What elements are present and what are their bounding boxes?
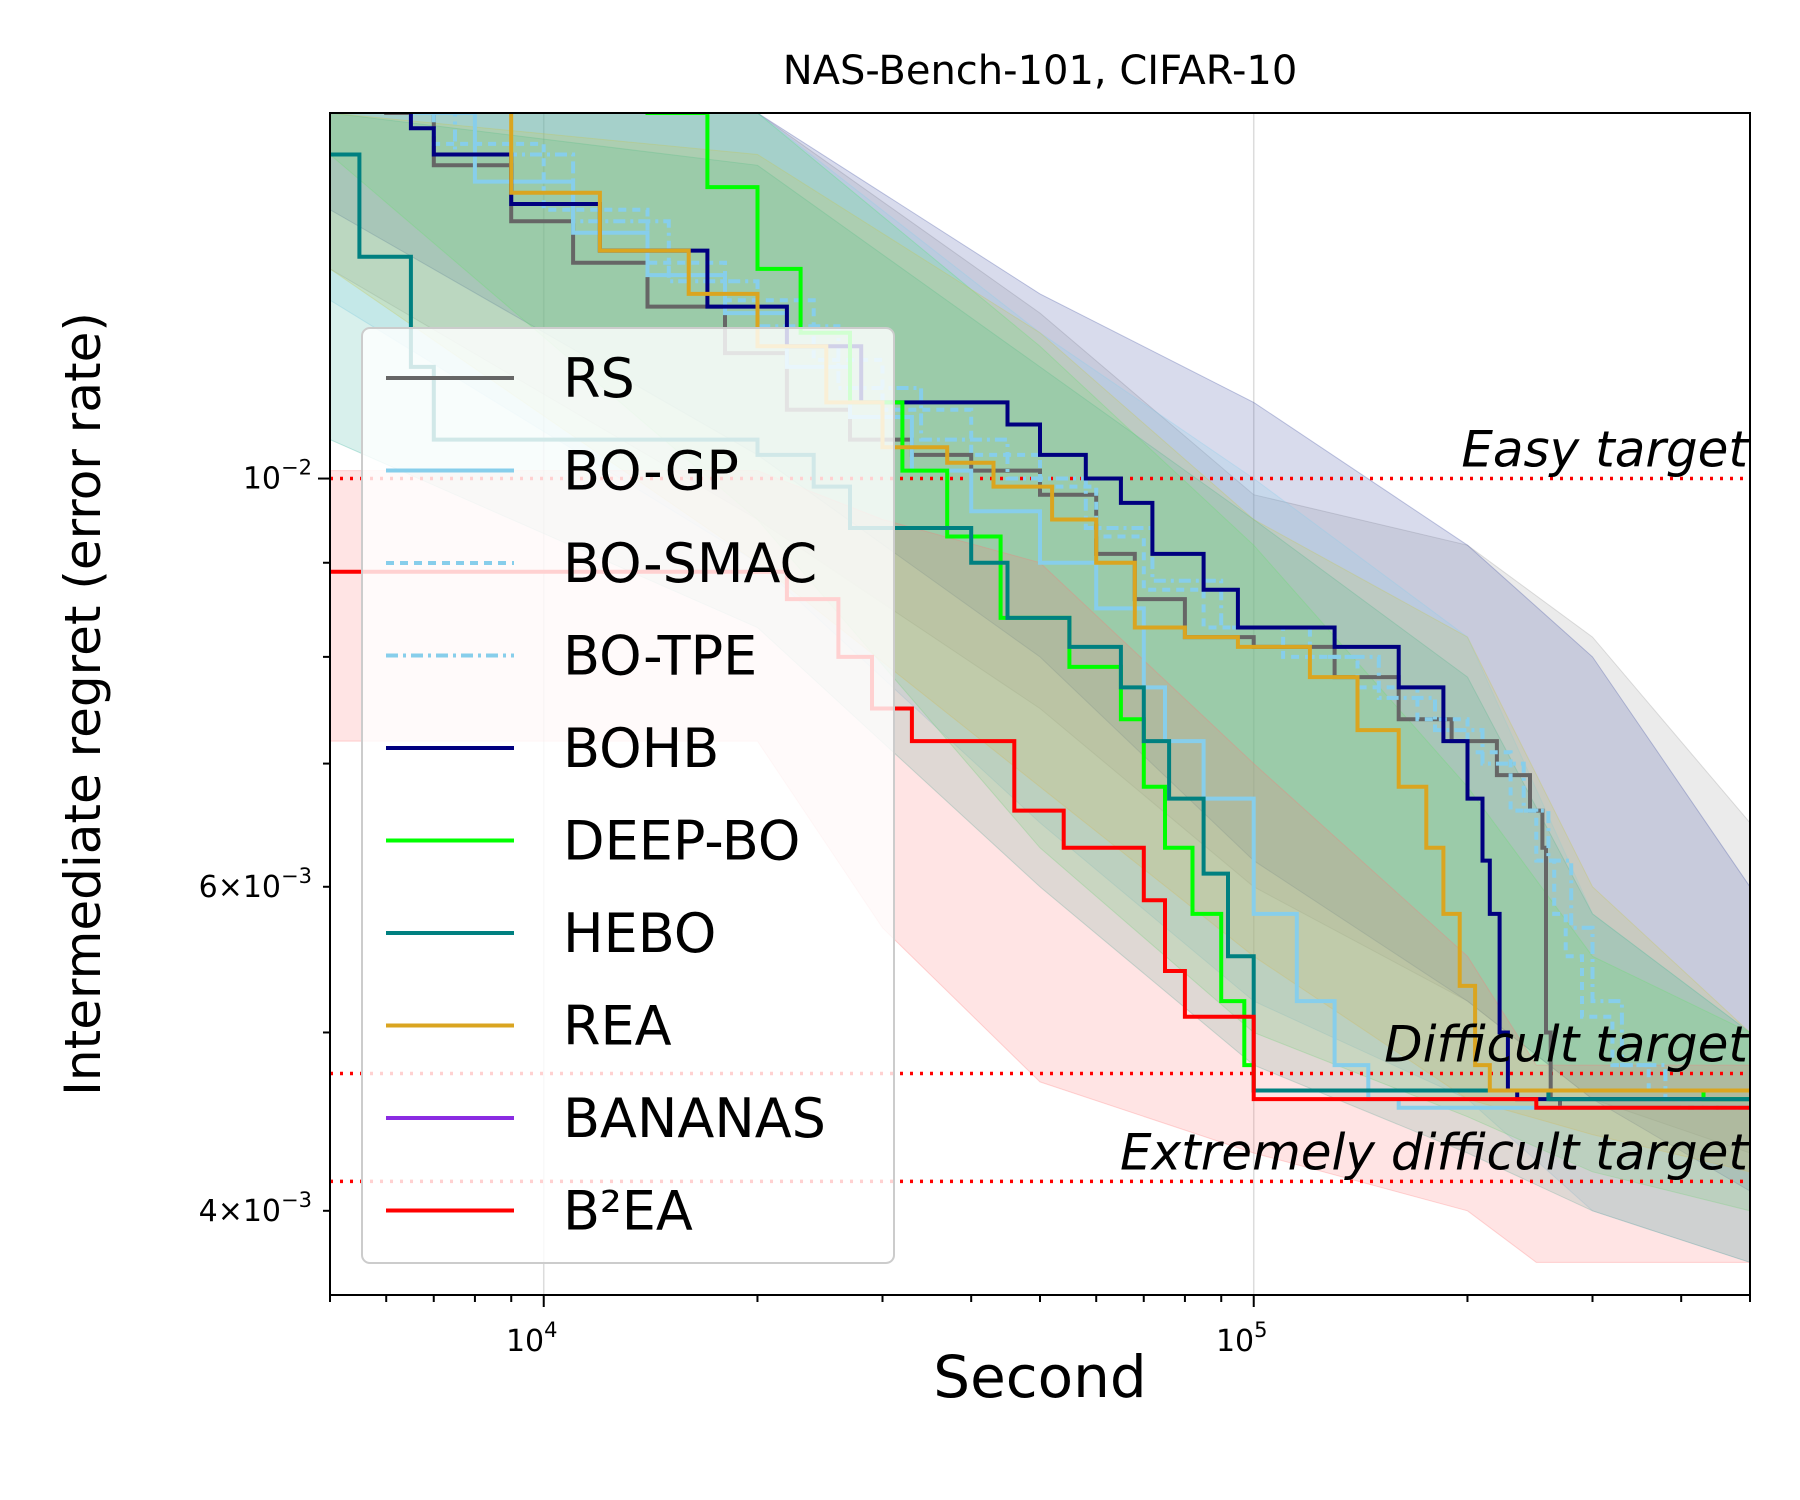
chart-title: NAS-Bench-101, CIFAR-10 — [783, 48, 1298, 94]
target-label-difficult-target: Difficult target — [1384, 1015, 1750, 1073]
legend-label-rea: REA — [563, 995, 672, 1058]
legend-label-bananas: BANANAS — [563, 1087, 826, 1150]
series-line-bo-gp — [408, 113, 1750, 1110]
series-line-deep-bo — [645, 113, 1750, 1102]
legend-label-bo-gp: BO-GP — [563, 440, 739, 503]
y-tick-label: 6×10−3 — [199, 864, 312, 905]
target-label-easy-target: Easy target — [1461, 421, 1750, 479]
legend-label-bo-smac: BO-SMAC — [563, 532, 817, 595]
y-axis: 10−2 6×10−3 4×10−3 — [199, 456, 330, 1229]
x-tick-label: 105 — [1216, 1318, 1268, 1359]
legend-label-bo-tpe: BO-TPE — [563, 625, 757, 688]
x-axis-label: Second — [933, 1343, 1146, 1411]
legend: RS BO-GP BO-SMAC BO-TPE BOHB DEEP-BO HEBO REA BA… — [361, 327, 895, 1264]
series-line-rea — [509, 113, 1750, 1093]
y-axis-label: Intermediate regret (error rate) — [54, 312, 112, 1096]
target-labels: Easy target Difficult target Extremely dif… — [1120, 421, 1750, 1182]
target-label-extremely-difficult-target: Extremely difficult target — [1120, 1123, 1750, 1181]
legend-label-b2ea: B²EA — [563, 1180, 693, 1243]
legend-label-deep-bo: DEEP-BO — [563, 810, 800, 873]
series-line-bo-smac — [431, 113, 1750, 1110]
x-tick-label: 104 — [506, 1318, 558, 1359]
legend-label-rs: RS — [563, 347, 635, 410]
plot-frame — [329, 112, 1751, 1296]
legend-box — [361, 327, 895, 1264]
series-line-rs — [384, 113, 1750, 1110]
y-tick-label: 4×10−3 — [199, 1188, 312, 1229]
legend-label-hebo: HEBO — [563, 902, 716, 965]
series-line-bo-tpe — [453, 113, 1750, 1110]
y-tick-label: 10−2 — [243, 456, 312, 497]
x-axis: 104 105 — [329, 1295, 1751, 1359]
legend-label-bohb: BOHB — [563, 717, 719, 780]
